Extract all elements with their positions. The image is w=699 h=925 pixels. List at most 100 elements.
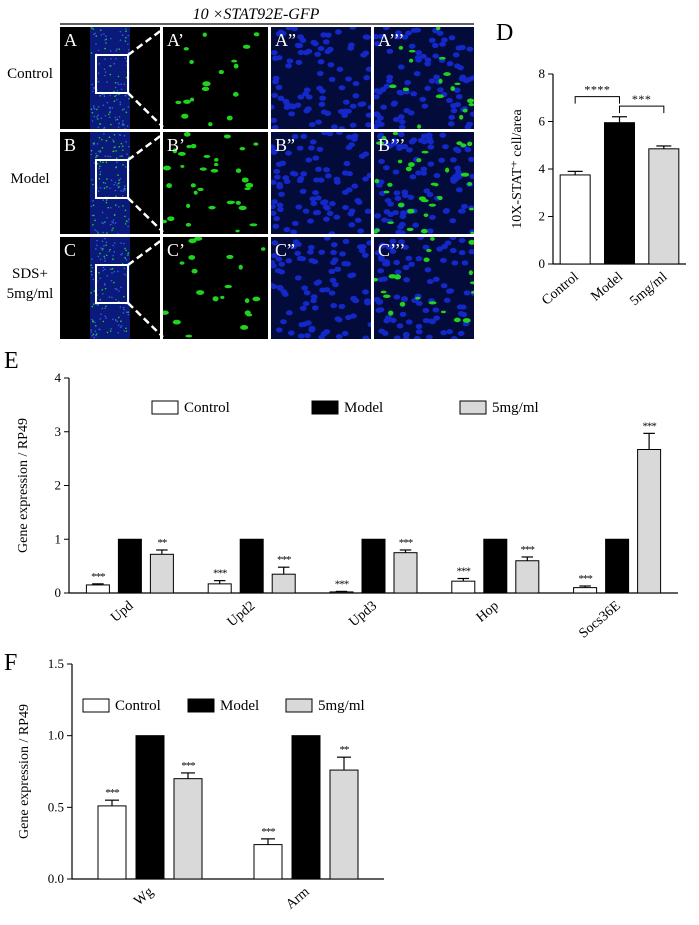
cell-dot	[105, 201, 108, 204]
cell-dot	[114, 287, 117, 290]
nucleus	[359, 244, 367, 250]
nucleus	[276, 181, 283, 188]
significance-mark: ***	[261, 826, 275, 838]
row-label-line: Model	[10, 171, 49, 187]
cell-dot	[125, 249, 127, 252]
gfp-cell	[440, 310, 446, 314]
gfp-cell	[393, 274, 402, 280]
nucleus	[352, 80, 360, 87]
gfp-cell	[189, 97, 195, 102]
cell-dot	[116, 82, 119, 84]
x-tick-label: 5mg/ml	[627, 270, 670, 310]
gfp-cell	[423, 213, 429, 217]
gfp-cell	[232, 92, 239, 97]
nucleus	[318, 249, 326, 255]
cell-dot	[103, 257, 106, 260]
cell-dot	[123, 134, 126, 137]
nucleus	[366, 240, 371, 246]
cell-dot	[115, 57, 117, 60]
cell-dot	[91, 120, 94, 122]
cell-dot	[99, 252, 101, 255]
cell-dot	[116, 90, 119, 92]
significance-mark: ***	[181, 760, 195, 772]
nucleus	[328, 290, 336, 296]
nucleus	[396, 323, 404, 329]
cell-dot	[118, 122, 120, 125]
cell-dot	[126, 220, 129, 223]
nucleus	[291, 133, 299, 140]
cell-dot	[109, 223, 112, 226]
cell-dot	[127, 313, 130, 316]
nucleus	[383, 83, 391, 89]
nucleus	[275, 31, 283, 37]
nucleus	[286, 58, 294, 64]
nucleus	[448, 114, 456, 120]
nucleus	[439, 132, 447, 138]
gfp-cell	[183, 132, 191, 137]
cell-dot	[115, 94, 118, 96]
cell-dot	[101, 288, 104, 291]
nucleus	[431, 42, 439, 48]
nucleus	[342, 238, 350, 245]
nucleus	[334, 266, 342, 272]
gfp-cell	[454, 82, 461, 86]
gfp-cell	[240, 325, 249, 330]
nucleus	[449, 247, 457, 254]
gfp-cell	[381, 136, 387, 140]
microscopy-panel-grid: 10 ×STAT92E-GFP Control A A’ A” A’’’ Model B B’ B…	[7, 6, 474, 339]
nucleus	[467, 156, 474, 163]
nucleus	[432, 307, 440, 313]
y-tick-label: 4	[539, 161, 546, 176]
gfp-cell	[253, 142, 259, 146]
cell-dot	[96, 108, 98, 111]
gfp-cell	[423, 257, 430, 263]
gfp-cell	[223, 134, 231, 139]
nucleus	[398, 119, 406, 125]
nucleus	[390, 101, 398, 107]
nucleus	[406, 147, 413, 153]
cell-dot	[119, 155, 121, 158]
nucleus	[450, 157, 457, 163]
cell-dot	[125, 327, 127, 330]
nucleus	[317, 59, 325, 65]
cell-dot	[104, 74, 106, 77]
cell-dot	[113, 133, 116, 136]
gfp-cell	[380, 290, 387, 294]
bar	[291, 735, 321, 880]
nucleus	[383, 318, 391, 324]
nucleus	[389, 238, 397, 244]
bar	[637, 448, 662, 594]
nucleus	[303, 290, 311, 296]
cell-dot	[127, 225, 129, 228]
cell-dot	[120, 88, 123, 91]
nucleus	[377, 254, 385, 261]
cell-dot	[104, 155, 107, 157]
nucleus	[427, 144, 435, 150]
nucleus	[271, 179, 277, 185]
nucleus	[342, 204, 349, 211]
gfp-cell	[374, 178, 380, 184]
nucleus	[422, 307, 430, 314]
cell-dot	[119, 326, 122, 328]
cell-dot	[118, 48, 121, 50]
gfp-cell	[468, 103, 474, 107]
gfp-cell	[185, 334, 193, 338]
cell-dot	[122, 190, 125, 192]
cell-dot	[122, 205, 124, 207]
cell-dot	[91, 318, 93, 321]
gfp-cell	[462, 318, 471, 323]
nucleus	[272, 223, 280, 229]
nucleus	[441, 243, 448, 250]
cell-dot	[96, 143, 99, 145]
nucleus	[333, 214, 341, 220]
nucleus	[381, 330, 389, 336]
nucleus	[326, 210, 334, 217]
nucleus	[347, 211, 355, 217]
cell-dot	[111, 107, 114, 109]
micrograph-image	[163, 237, 268, 339]
cell-dot	[112, 219, 115, 221]
y-tick-label: 0	[539, 256, 546, 271]
nucleus	[336, 66, 344, 72]
cell-dot	[125, 166, 127, 168]
